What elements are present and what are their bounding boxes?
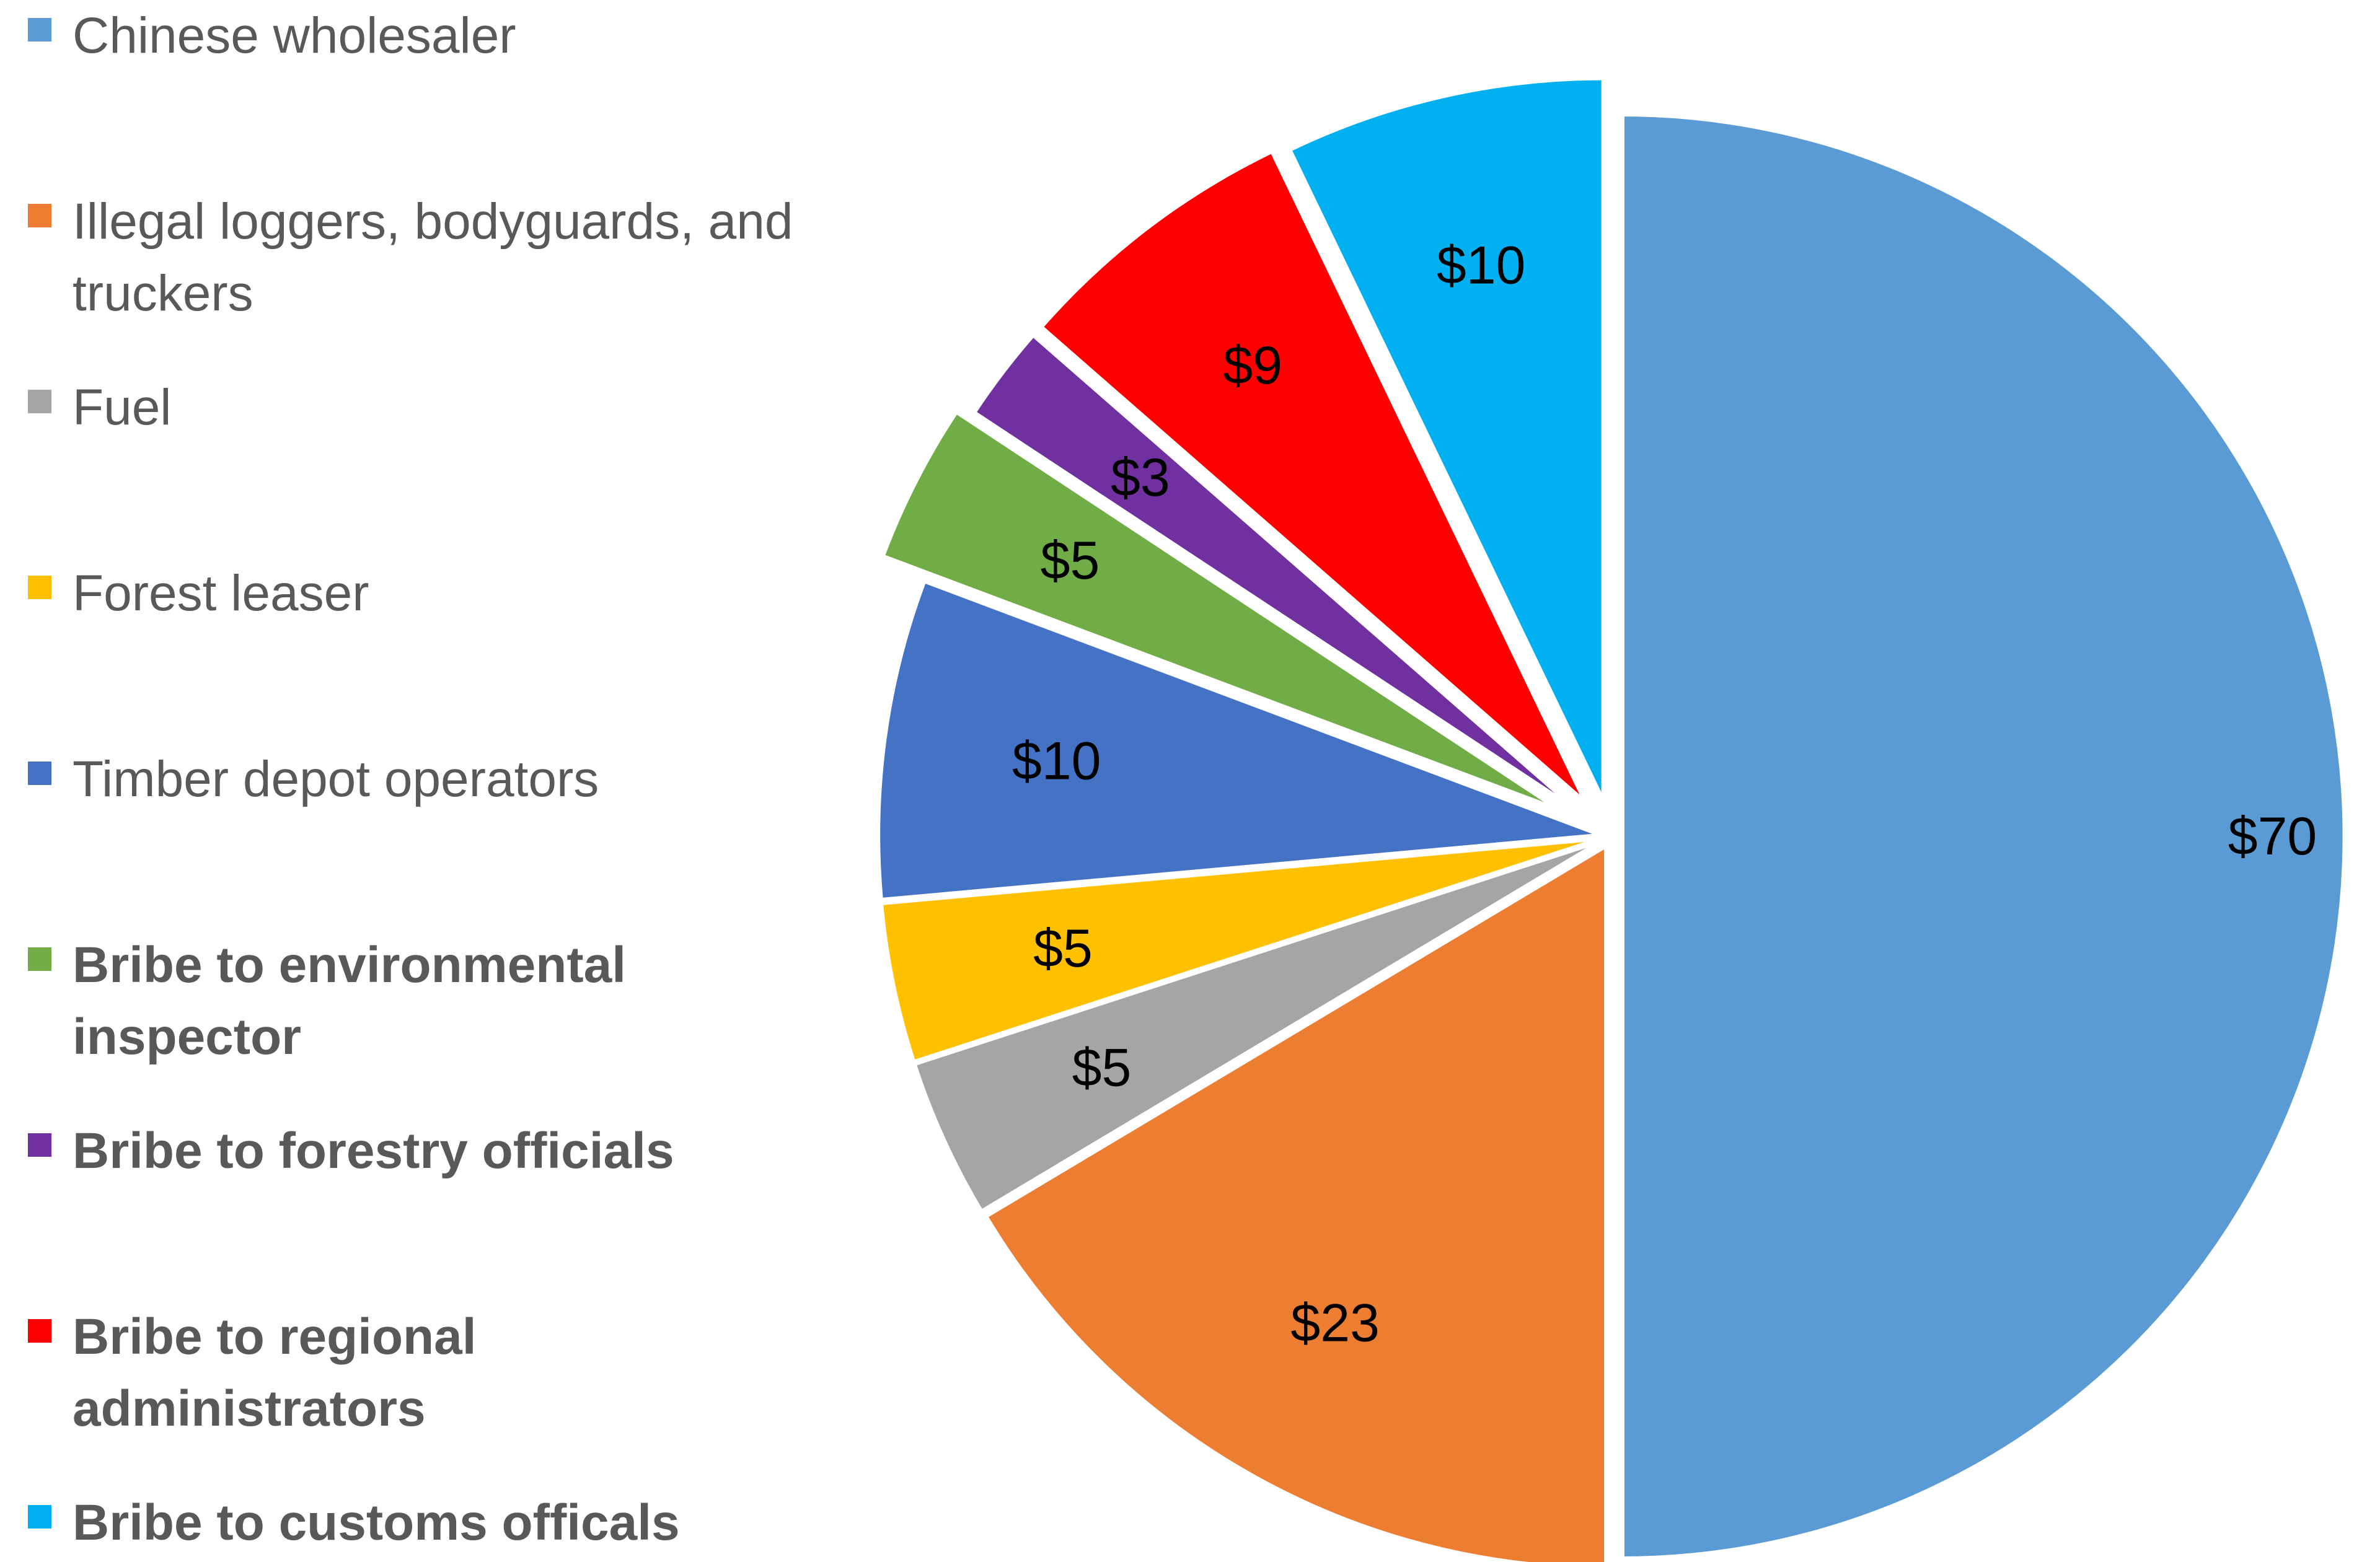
data-label: $9: [1223, 336, 1282, 395]
legend-label: Fuel: [73, 379, 172, 436]
legend-item: Bribe to forestry officials: [28, 1115, 816, 1187]
legend-swatch: [28, 576, 51, 599]
pie-slice: [879, 836, 1602, 1064]
pie-slice: [876, 579, 1602, 902]
pie-slice: [880, 409, 1561, 812]
legend-swatch: [28, 1133, 51, 1157]
legend-swatch: [28, 761, 51, 785]
legend-item: Timber depot operators: [28, 744, 816, 815]
legend-swatch: [28, 390, 51, 413]
legend-label: Bribe to regional administrators: [73, 1309, 477, 1437]
legend-label: Bribe to customs officals: [73, 1494, 680, 1551]
legend-item: Bribe to environmental inspector: [28, 929, 816, 1073]
legend-swatch: [28, 1319, 51, 1343]
data-label: $23: [1290, 1294, 1380, 1353]
pie-slice: [1621, 112, 2347, 1561]
legend-label: Illegal loggers, bodyguards, and trucker…: [73, 193, 793, 322]
data-label: $10: [1437, 235, 1526, 295]
data-label: $10: [1012, 732, 1101, 791]
legend-label: Chinese wholesaler: [73, 7, 516, 64]
legend-swatch: [28, 1505, 51, 1529]
legend-item: Bribe to regional administrators: [28, 1301, 816, 1445]
data-label: $3: [1111, 448, 1170, 507]
data-label: $5: [1041, 531, 1100, 590]
legend-label: Timber depot operators: [73, 751, 599, 807]
pie-slice: [971, 332, 1579, 812]
data-label: $70: [2228, 807, 2317, 866]
data-label: $5: [1072, 1038, 1132, 1098]
legend-item: Illegal loggers, bodyguards, and trucker…: [28, 186, 816, 330]
pie-slice: [983, 843, 1608, 1562]
data-label: $5: [1033, 919, 1093, 978]
legend-swatch: [28, 947, 51, 971]
legend-label: Forest leaser: [73, 565, 369, 621]
pie-slice: [1287, 76, 1605, 801]
legend-swatch: [28, 204, 51, 227]
legend-label: Bribe to environmental inspector: [73, 937, 627, 1065]
legend-item: Chinese wholesaler: [28, 0, 816, 72]
legend-item: Bribe to customs officals: [28, 1487, 816, 1559]
legend-swatch: [28, 18, 51, 42]
legend-item: Forest leaser: [28, 558, 816, 630]
pie-slice: [912, 839, 1603, 1214]
legend-item: Fuel: [28, 372, 816, 444]
pie-slice: [1039, 149, 1587, 804]
legend-label: Bribe to forestry officials: [73, 1123, 674, 1179]
